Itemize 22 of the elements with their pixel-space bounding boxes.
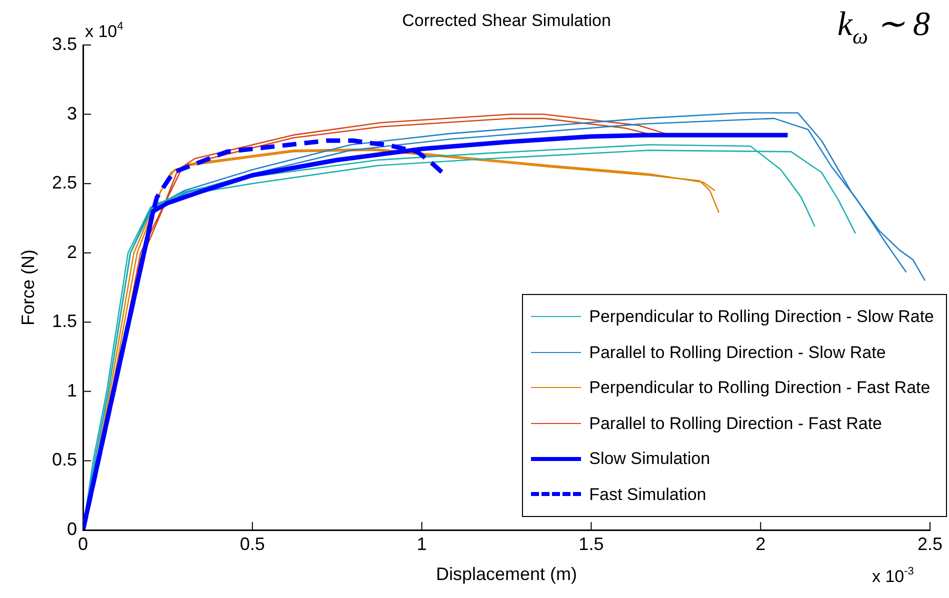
y-tick-label: 3.5 bbox=[52, 34, 77, 54]
y-tick-label: 2 bbox=[66, 242, 77, 262]
y-tick-label: 1 bbox=[66, 380, 77, 400]
x-tick-label: 0.5 bbox=[240, 534, 265, 554]
x-axis-title: Displacement (m) bbox=[436, 564, 578, 584]
y-tick-label: 3 bbox=[66, 103, 77, 124]
x-tick-label: 2.5 bbox=[917, 534, 943, 554]
y-tick-label: 0 bbox=[66, 518, 77, 539]
legend-label: Parallel to Rolling Direction - Slow Rate bbox=[589, 342, 886, 364]
x-tick-label: 1 bbox=[416, 534, 427, 554]
y-tick-label: 1.5 bbox=[52, 311, 77, 332]
legend-label: Perpendicular to Rolling Direction - Slow Rate bbox=[589, 306, 934, 328]
x-tick-label: 1.5 bbox=[578, 534, 604, 554]
legend-label: Slow Simulation bbox=[589, 448, 710, 470]
legend-label: Perpendicular to Rolling Direction - Fast Rate bbox=[589, 377, 930, 399]
legend-label: Fast Simulation bbox=[589, 484, 706, 506]
chart-title: Corrected Shear Simulation bbox=[402, 11, 611, 30]
y-axis-title: Force (N) bbox=[18, 250, 38, 326]
y-tick-label: 2.5 bbox=[52, 172, 77, 193]
legend-label: Parallel to Rolling Direction - Fast Rate bbox=[589, 412, 882, 434]
y-tick-label: 0.5 bbox=[52, 450, 77, 470]
x-tick-label: 2 bbox=[756, 534, 766, 554]
